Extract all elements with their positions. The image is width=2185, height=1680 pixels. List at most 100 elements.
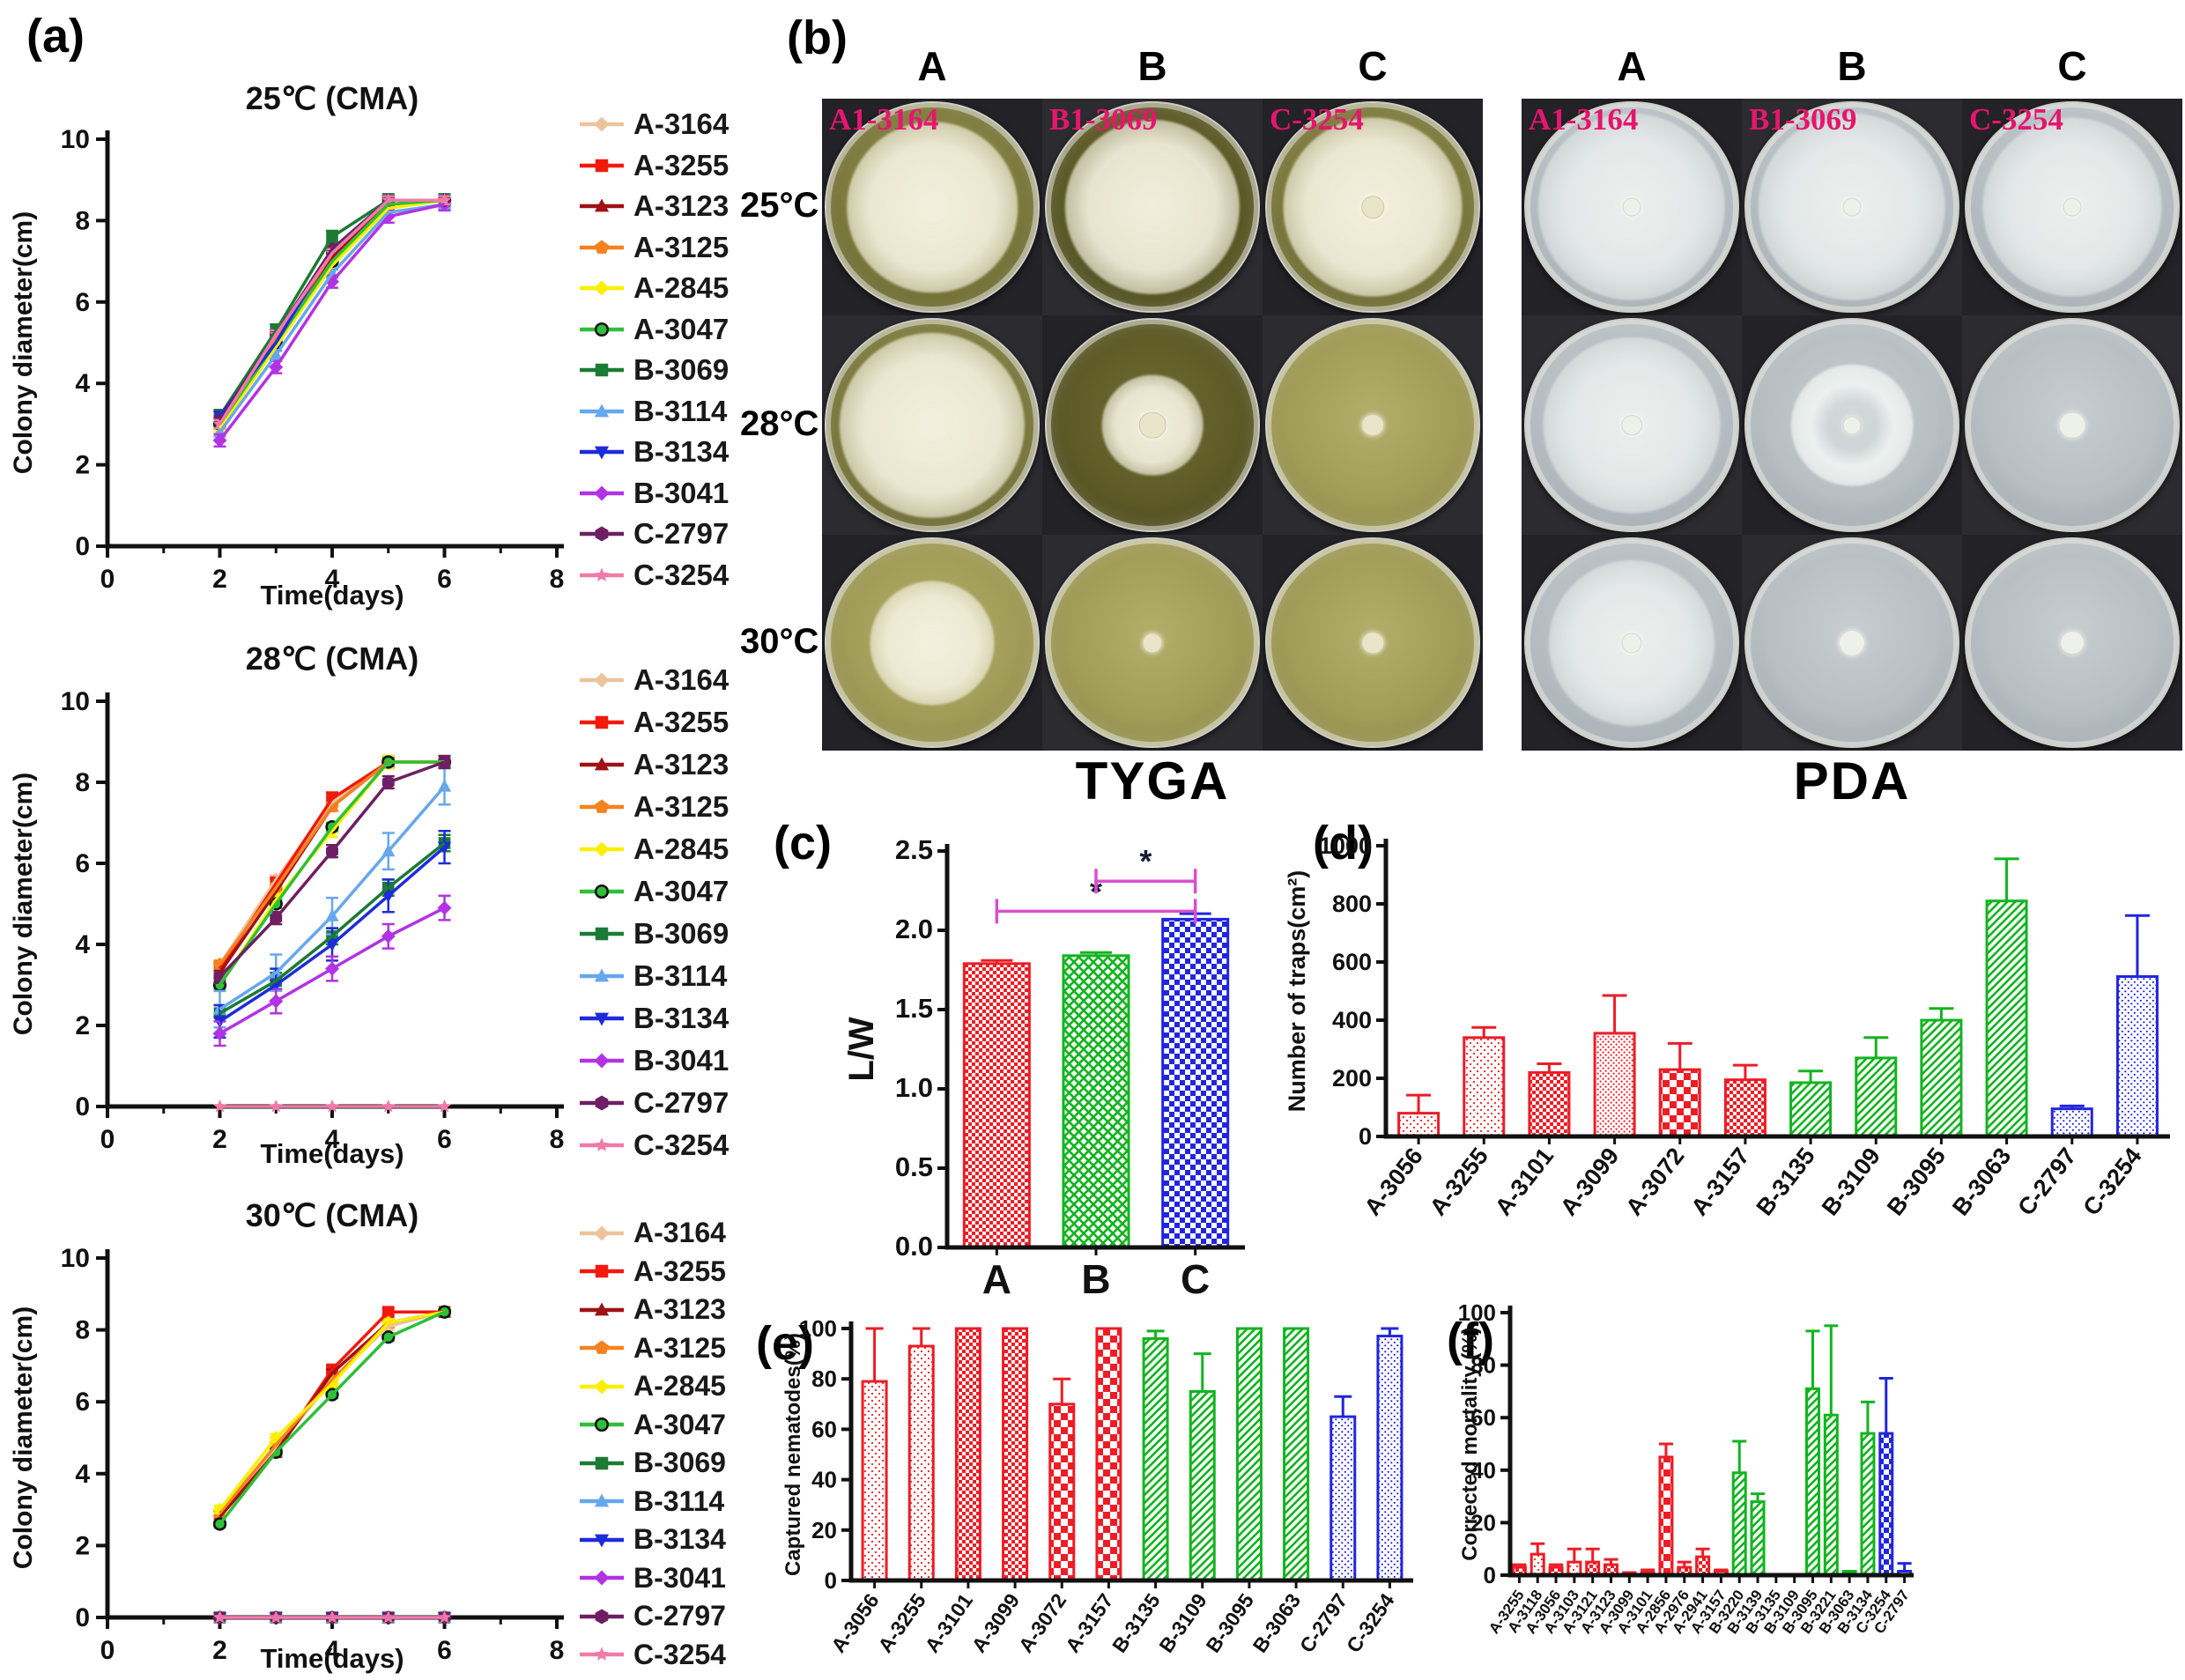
agar-plug bbox=[1838, 629, 1866, 656]
agar-plug bbox=[1622, 197, 1641, 217]
column-letter-tyga-C: C bbox=[1358, 43, 1388, 89]
agar-plug bbox=[1361, 196, 1384, 218]
legend-label: A-2845 bbox=[633, 271, 730, 305]
legend-item: A-3125 bbox=[577, 1329, 726, 1368]
legend-marker-icon bbox=[580, 1012, 624, 1026]
chart-25c-cma: 25℃ (CMA) 0 2 4 6 8 10 0 2 4 6 8 Time(days) Colony di… bbox=[9, 80, 565, 611]
legend-label: B-3134 bbox=[633, 1523, 726, 1556]
svg-text:100: 100 bbox=[1458, 1299, 1496, 1326]
legend-item: B-3134 bbox=[577, 1521, 726, 1559]
legend-item: A-3047 bbox=[577, 870, 729, 913]
petri-photo-pda-30°C-A bbox=[1522, 535, 1742, 751]
legend-label: C-2797 bbox=[633, 1600, 726, 1632]
svg-text:A-3255: A-3255 bbox=[873, 1589, 930, 1657]
legend-marker-icon bbox=[580, 1570, 624, 1586]
svg-text:B-3109: B-3109 bbox=[1154, 1589, 1211, 1657]
agar-plug bbox=[2063, 197, 2082, 217]
legend-marker-icon bbox=[580, 884, 624, 899]
legend-label: A-3047 bbox=[633, 875, 730, 907]
petri-photo-tyga-28°C-C bbox=[1263, 315, 1483, 535]
svg-text:A-3157: A-3157 bbox=[1685, 1143, 1754, 1220]
legend-item: C-3254 bbox=[577, 1124, 729, 1166]
legend-marker-icon bbox=[580, 1137, 624, 1151]
legend-item: A-2845 bbox=[577, 1367, 726, 1406]
svg-text:A: A bbox=[982, 1256, 1011, 1302]
legend-marker-icon bbox=[580, 240, 624, 254]
legend-marker-icon bbox=[580, 1417, 624, 1432]
legend-marker-icon bbox=[580, 672, 624, 688]
legend-marker-icon bbox=[580, 322, 624, 337]
legend-item: A-3125 bbox=[577, 227, 729, 269]
panel-c-label: (c) bbox=[774, 817, 832, 870]
svg-text:8: 8 bbox=[550, 565, 565, 594]
legend-item: A-3164 bbox=[577, 104, 729, 145]
svg-text:0: 0 bbox=[75, 1092, 90, 1121]
svg-text:6: 6 bbox=[75, 1388, 90, 1417]
svg-text:0: 0 bbox=[1484, 1562, 1496, 1588]
petri-photo-pda-25°C-A bbox=[1522, 99, 1742, 315]
legend-item: B-3041 bbox=[577, 1559, 726, 1598]
column-letter-tyga-B: B bbox=[1137, 43, 1167, 89]
svg-text:28℃ (CMA): 28℃ (CMA) bbox=[246, 640, 418, 677]
legend-label: A-2845 bbox=[633, 1370, 726, 1402]
petri-dish bbox=[1965, 101, 2180, 313]
svg-text:B-3095: B-3095 bbox=[1882, 1143, 1951, 1220]
legend-label: B-3114 bbox=[633, 394, 728, 427]
legend-item: A-3255 bbox=[577, 145, 729, 187]
legend-marker-icon bbox=[580, 280, 624, 296]
legend-label: A-3164 bbox=[633, 663, 730, 696]
svg-text:0: 0 bbox=[100, 1125, 115, 1154]
legend-item: C-3254 bbox=[577, 1636, 726, 1675]
legend-marker-icon bbox=[580, 1534, 624, 1548]
svg-text:6: 6 bbox=[75, 849, 90, 878]
svg-text:60: 60 bbox=[811, 1416, 837, 1442]
legend-label: A-2845 bbox=[633, 833, 730, 865]
petri-dish bbox=[1744, 318, 1959, 532]
legend-strains-1: A-3164 A-3255 A-3123 A-3125 A-2845 A-3047 B-30… bbox=[577, 104, 729, 596]
svg-text:40: 40 bbox=[811, 1467, 837, 1493]
legend-marker-icon bbox=[580, 1340, 624, 1355]
svg-text:0: 0 bbox=[100, 1636, 115, 1665]
agar-plug bbox=[1621, 632, 1642, 654]
legend-marker-icon bbox=[580, 364, 624, 377]
svg-text:C-3254: C-3254 bbox=[2078, 1143, 2146, 1220]
column-letter-tyga-A: A bbox=[917, 43, 947, 89]
svg-text:4: 4 bbox=[75, 930, 90, 959]
legend-marker-icon bbox=[580, 1647, 624, 1661]
svg-text:Colony diameter(cm): Colony diameter(cm) bbox=[9, 1306, 38, 1569]
legend-item: B-3134 bbox=[577, 432, 729, 473]
svg-text:80: 80 bbox=[1470, 1352, 1496, 1379]
svg-text:4: 4 bbox=[325, 1636, 340, 1665]
svg-text:10: 10 bbox=[61, 1244, 90, 1273]
svg-text:2.0: 2.0 bbox=[895, 914, 933, 944]
panel-d-label: (d) bbox=[1313, 817, 1374, 870]
strain-label: C-3254 bbox=[1969, 102, 2063, 137]
panel-f-label: (f) bbox=[1447, 1314, 1494, 1366]
agar-plug bbox=[1361, 631, 1384, 655]
fungal-colony bbox=[847, 122, 1018, 292]
legend-marker-icon bbox=[580, 485, 624, 501]
legend-marker-icon bbox=[580, 1493, 624, 1507]
petri-photo-pda-30°C-B bbox=[1742, 535, 1962, 751]
legend-marker-icon bbox=[580, 567, 624, 581]
svg-text:C: C bbox=[1181, 1256, 1210, 1302]
petri-dish bbox=[1265, 101, 1480, 313]
svg-text:Time(days): Time(days) bbox=[260, 1138, 404, 1169]
legend-label: A-3164 bbox=[633, 1217, 726, 1249]
legend-item: B-3069 bbox=[577, 913, 729, 955]
legend-label: B-3041 bbox=[633, 476, 730, 509]
svg-text:2: 2 bbox=[75, 451, 90, 480]
svg-text:6: 6 bbox=[437, 565, 452, 594]
svg-text:B-3095: B-3095 bbox=[1201, 1589, 1258, 1657]
legend-label: B-3041 bbox=[633, 1044, 730, 1077]
legend-item: A-3164 bbox=[577, 659, 729, 701]
svg-text:Corrected mortality (%): Corrected mortality (%) bbox=[1458, 1327, 1482, 1560]
petri-dish bbox=[825, 318, 1040, 532]
petri-dish bbox=[1744, 101, 1959, 313]
svg-text:A-3099: A-3099 bbox=[967, 1589, 1025, 1657]
agar-plug bbox=[2058, 411, 2086, 439]
petri-dish bbox=[1965, 318, 2180, 532]
svg-text:0: 0 bbox=[1359, 1123, 1372, 1150]
legend-label: A-3123 bbox=[633, 748, 730, 781]
svg-text:4: 4 bbox=[325, 1125, 340, 1154]
